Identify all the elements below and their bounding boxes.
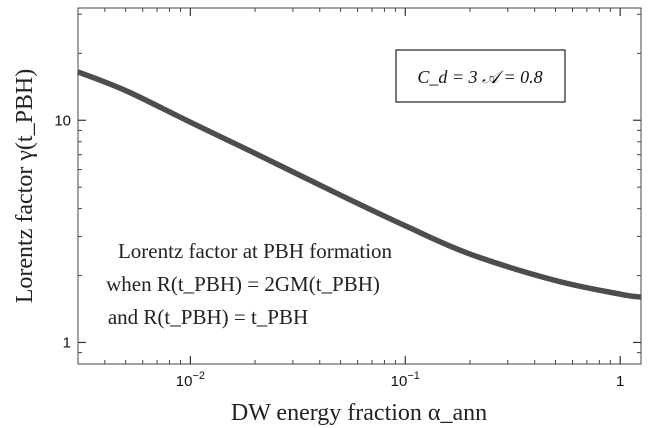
- parameter-box: [395, 49, 566, 103]
- parameter-box-text: C_d = 3 𝒜 = 0.8: [417, 67, 542, 87]
- major-ticks: [78, 8, 641, 364]
- x-tick-labels: 10−2 10−1 1: [176, 370, 625, 390]
- plot-frame: [77, 7, 642, 365]
- y-tick-label: 1: [63, 334, 71, 351]
- x-tick-label: 1: [616, 373, 624, 390]
- y-axis-title: Lorentz factor γ(t_PBH): [12, 69, 38, 304]
- y-tick-labels: 1 10: [54, 112, 71, 351]
- annotation-line-1: Lorentz factor at PBH formation: [118, 239, 393, 263]
- x-tick-label: 10−1: [391, 370, 420, 390]
- x-tick-label: 10−2: [176, 370, 205, 390]
- x-axis-title: DW energy fraction α_ann: [231, 400, 487, 426]
- minor-ticks: [77, 8, 641, 365]
- annotation-line-3: and R(t_PBH) = t_PBH: [108, 305, 308, 329]
- annotation-line-2: when R(t_PBH) = 2GM(t_PBH): [106, 272, 380, 296]
- series-line-gamma: [76, 69, 642, 300]
- y-tick-label: 10: [54, 112, 71, 129]
